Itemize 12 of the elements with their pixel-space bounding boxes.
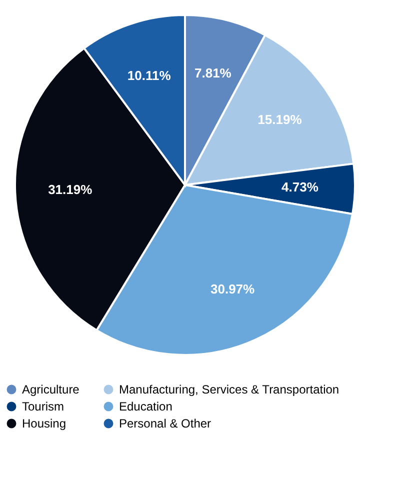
- data-label: 15.19%: [258, 112, 302, 127]
- data-label: 31.19%: [48, 182, 93, 198]
- legend-label: Personal & Other: [119, 416, 212, 430]
- data-label: 7.81%: [194, 65, 232, 80]
- legend-label: Housing: [22, 416, 66, 430]
- legend-label: Agriculture: [22, 382, 80, 397]
- legend-label: Education: [119, 400, 172, 414]
- legend-label: Tourism: [22, 400, 64, 414]
- data-label: 4.73%: [282, 180, 319, 195]
- data-label: 30.97%: [210, 282, 256, 297]
- legend-label: Manufacturing, Services & Transportation: [119, 382, 340, 397]
- data-label: 10.11%: [127, 68, 172, 83]
